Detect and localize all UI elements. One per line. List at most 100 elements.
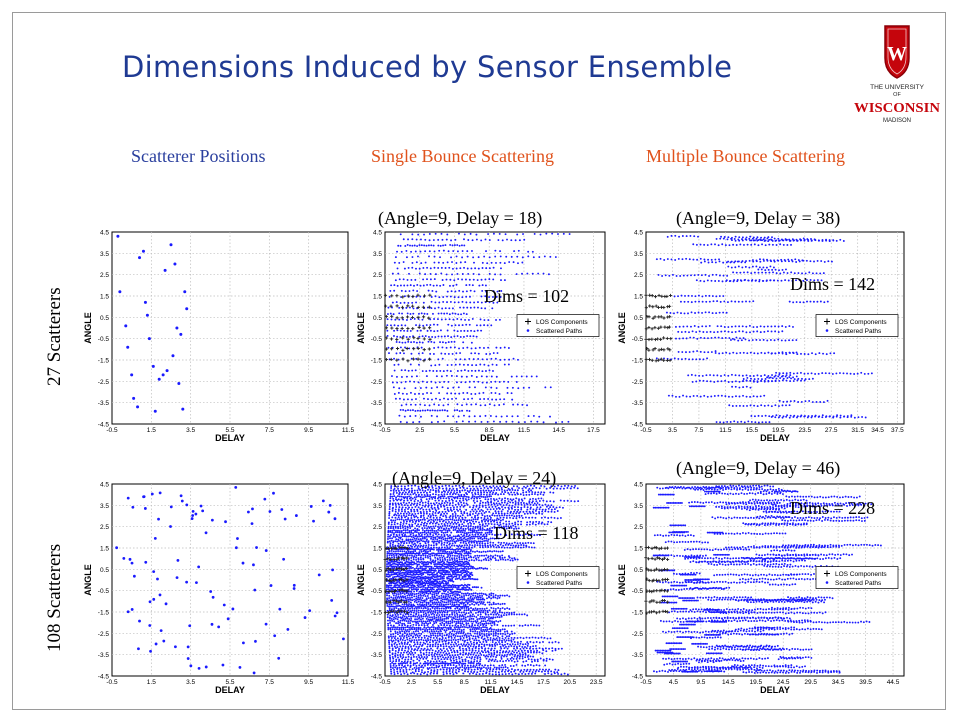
data-point <box>780 260 783 263</box>
logo-line2: OF <box>893 92 901 98</box>
data-point <box>254 639 257 643</box>
data-point <box>164 602 168 606</box>
data-point <box>176 558 180 562</box>
data-point <box>469 531 472 534</box>
data-point <box>415 238 418 241</box>
los-point <box>653 326 657 330</box>
data-point <box>479 499 482 502</box>
data-point <box>465 508 468 511</box>
data-point <box>495 507 498 510</box>
data-point <box>409 391 412 394</box>
data-point <box>816 300 819 303</box>
data-point <box>421 335 424 338</box>
data-point <box>804 378 807 381</box>
data-point <box>499 543 502 546</box>
data-point <box>442 577 445 580</box>
data-point <box>516 415 519 418</box>
data-point <box>701 374 704 377</box>
data-point <box>709 380 712 383</box>
data-point <box>499 358 502 361</box>
data-point <box>447 527 450 530</box>
data-point <box>397 593 400 596</box>
data-point <box>234 485 238 489</box>
data-point <box>423 552 426 555</box>
data-point <box>471 508 474 511</box>
los-point <box>390 326 394 330</box>
data-point <box>396 586 399 589</box>
data-point <box>438 597 441 600</box>
data-point <box>429 516 432 519</box>
data-point <box>473 261 475 264</box>
data-point <box>412 586 415 589</box>
data-point <box>429 578 432 581</box>
data-point <box>528 493 531 496</box>
data-point <box>774 404 777 407</box>
data-point <box>464 571 467 574</box>
data-point <box>392 525 395 528</box>
data-point <box>471 496 474 498</box>
data-point <box>397 548 400 551</box>
data-point <box>231 607 235 611</box>
los-point <box>416 357 420 361</box>
data-point <box>403 485 406 488</box>
data-point <box>846 415 849 418</box>
data-point <box>446 541 449 544</box>
data-point <box>425 544 428 547</box>
data-point <box>770 352 773 355</box>
data-point <box>786 377 789 379</box>
data-point <box>443 335 446 338</box>
data-point <box>770 330 773 333</box>
data-point <box>409 550 412 553</box>
data-point <box>473 537 476 540</box>
data-point <box>549 415 551 418</box>
y-tick-label: 2.5 <box>100 272 109 279</box>
data-point <box>437 493 440 496</box>
data-point <box>408 501 411 504</box>
data-point <box>495 485 498 488</box>
data-point <box>478 567 481 569</box>
data-point <box>393 393 396 395</box>
data-point <box>138 619 141 623</box>
data-point <box>550 504 553 507</box>
data-point <box>472 506 475 509</box>
data-point <box>446 506 449 509</box>
data-point <box>422 324 425 327</box>
data-point <box>789 374 792 377</box>
data-point <box>419 576 422 579</box>
data-point <box>453 279 456 282</box>
data-point <box>417 352 420 355</box>
data-point <box>390 525 392 528</box>
data-point <box>410 403 412 406</box>
data-point <box>405 249 408 252</box>
data-point <box>415 504 418 507</box>
data-point <box>506 415 508 418</box>
data-point <box>689 234 692 237</box>
data-point <box>510 239 513 242</box>
data-point <box>391 507 394 510</box>
data-point <box>390 487 393 489</box>
data-point <box>454 548 457 551</box>
data-point <box>421 597 424 599</box>
data-point <box>411 523 414 526</box>
data-point <box>685 351 687 354</box>
data-point <box>454 565 457 568</box>
data-point <box>512 512 515 515</box>
data-point <box>131 505 135 509</box>
data-point <box>790 243 792 246</box>
data-point <box>342 637 345 641</box>
data-point <box>560 485 563 488</box>
data-point <box>453 329 456 332</box>
data-point <box>479 596 482 599</box>
data-point <box>441 279 444 281</box>
data-point <box>427 500 430 503</box>
data-point <box>425 592 428 595</box>
data-point <box>453 335 456 338</box>
data-point <box>395 352 398 355</box>
data-point <box>461 550 464 553</box>
data-point <box>450 495 453 498</box>
data-point <box>768 243 771 246</box>
data-point <box>761 243 764 246</box>
data-point <box>440 585 443 588</box>
data-point <box>577 500 580 503</box>
data-point <box>471 533 474 536</box>
